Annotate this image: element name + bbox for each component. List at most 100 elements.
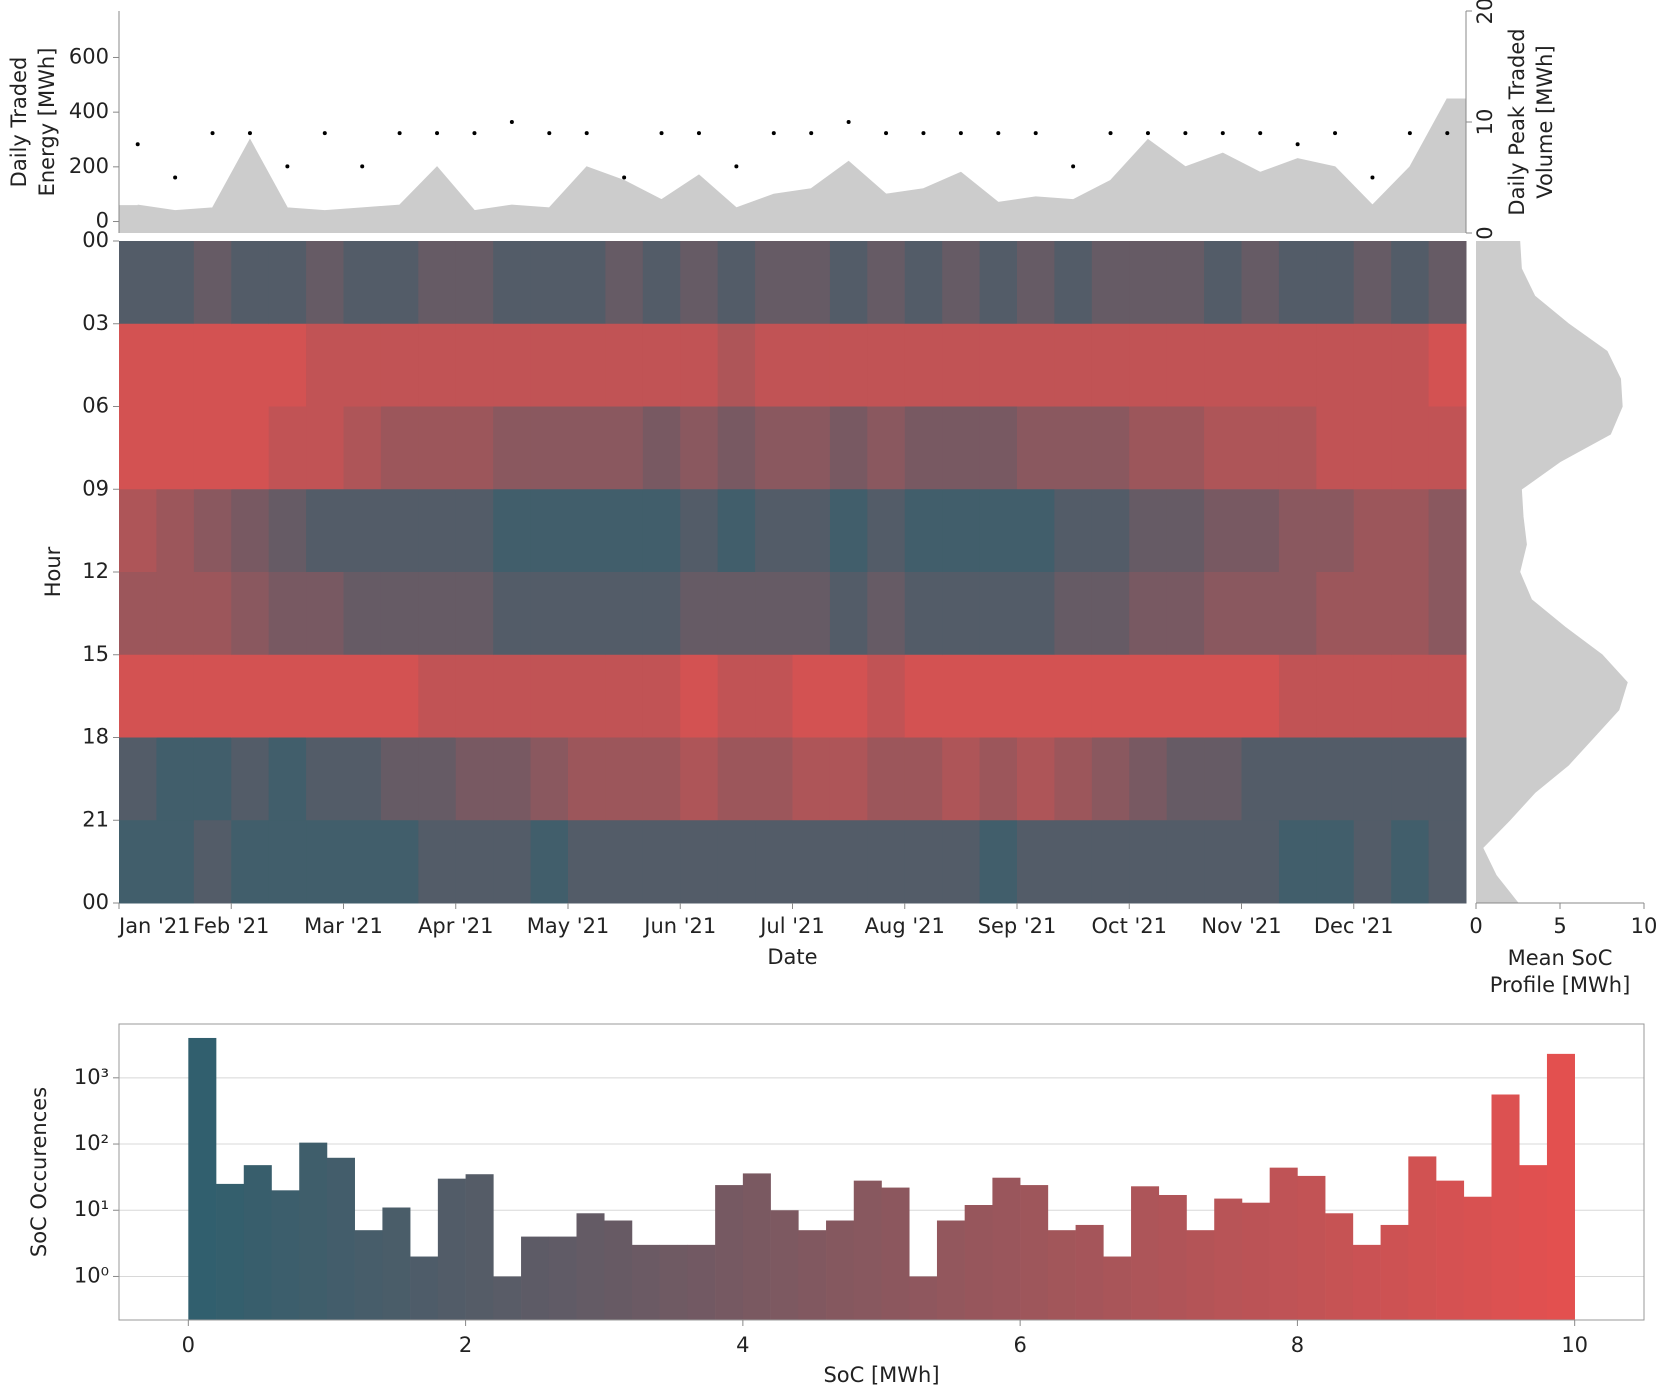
heatmap-cell — [455, 572, 494, 656]
x-tick-label: Sep '21 — [978, 914, 1057, 938]
heatmap-cell — [1316, 323, 1355, 407]
heatmap-cell — [1278, 241, 1317, 325]
histogram-bar — [1186, 1230, 1215, 1320]
histogram-bar — [826, 1220, 855, 1320]
heatmap-cell — [380, 572, 419, 656]
area-fill — [1476, 241, 1628, 903]
x-tick-label: 10 — [1631, 914, 1658, 938]
y-tick-label: 0 — [96, 209, 109, 233]
heatmap-cell — [1353, 323, 1392, 407]
histogram-bar — [1103, 1256, 1132, 1320]
heatmap-cell — [1017, 572, 1055, 656]
heatmap-cell — [1166, 406, 1205, 490]
heatmap-cell — [717, 737, 756, 821]
heatmap-cell — [493, 572, 532, 656]
heatmap-cell — [193, 654, 232, 738]
heatmap-cell — [680, 489, 719, 573]
heatmap-cell — [1091, 737, 1130, 821]
scatter-point — [884, 131, 889, 136]
heatmap-cell — [568, 489, 606, 573]
scatter-point — [285, 164, 290, 169]
heatmap-cell — [942, 572, 981, 656]
heatmap-cell — [1353, 737, 1392, 821]
heatmap-cell — [1017, 323, 1055, 407]
scatter-point — [659, 131, 664, 136]
heatmap-cell — [792, 820, 831, 904]
heatmap-cell — [1054, 820, 1093, 904]
heatmap-cell — [1054, 323, 1093, 407]
heatmap-cell — [642, 489, 681, 573]
heatmap-cell — [306, 241, 344, 325]
heatmap-cell — [455, 489, 494, 573]
heatmap-cell — [904, 323, 943, 407]
heatmap-cell — [1166, 820, 1205, 904]
y-tick-label: 09 — [82, 476, 109, 500]
heatmap-cell — [755, 241, 793, 325]
histogram-bar — [354, 1230, 383, 1320]
histogram-bar — [216, 1183, 245, 1320]
heatmap-cell — [717, 820, 756, 904]
heatmap-cell — [1353, 820, 1392, 904]
heatmap-cell — [530, 406, 569, 490]
heatmap-cell — [642, 737, 681, 821]
heatmap-cell — [717, 572, 756, 656]
histogram-bar — [1297, 1175, 1326, 1320]
y2-axis-title: Daily Peak Traded — [1505, 28, 1529, 215]
scatter-point — [584, 131, 589, 136]
heatmap-cell — [642, 820, 681, 904]
scatter-point — [322, 131, 327, 136]
heatmap-cell — [231, 820, 270, 904]
heatmap-cell — [1017, 406, 1055, 490]
heatmap-cell — [642, 406, 681, 490]
heatmap-cell — [119, 820, 157, 904]
y-tick-label: 10⁰ — [74, 1263, 109, 1287]
heatmap-cell — [1204, 737, 1242, 821]
heatmap-cell — [605, 241, 644, 325]
scatter-point — [1370, 175, 1375, 180]
heatmap-cell — [343, 406, 382, 490]
heatmap-cell — [268, 654, 307, 738]
heatmap-cell — [979, 489, 1018, 573]
heatmap-cell — [829, 241, 868, 325]
y2-tick-label: 20 — [1473, 0, 1497, 24]
histogram-bar — [1214, 1198, 1243, 1320]
heatmap-cell — [979, 241, 1018, 325]
scatter-point — [247, 131, 252, 136]
histogram-bar — [521, 1236, 550, 1320]
heatmap-cell — [268, 572, 307, 656]
x-axis-title: Mean SoC — [1508, 946, 1613, 970]
heatmap-cell — [119, 654, 157, 738]
heatmap-cell — [231, 323, 270, 407]
scatter-point — [809, 131, 814, 136]
heatmap-cell — [680, 654, 719, 738]
heatmap-cell — [605, 737, 644, 821]
heatmap-cell — [1428, 241, 1467, 325]
heatmap-cell — [1017, 820, 1055, 904]
heatmap-cell — [717, 241, 756, 325]
heatmap-cell — [904, 489, 943, 573]
heatmap-cell — [755, 572, 793, 656]
heatmap-cell — [455, 654, 494, 738]
heatmap-cell — [193, 323, 232, 407]
heatmap-cell — [1391, 406, 1430, 490]
heatmap-cell — [1278, 572, 1317, 656]
heatmap-cell — [867, 572, 906, 656]
heatmap-cell — [530, 489, 569, 573]
heatmap-cell — [493, 737, 532, 821]
heatmap-cell — [717, 323, 756, 407]
heatmap-cell — [942, 241, 981, 325]
heatmap-cell — [642, 241, 681, 325]
heatmap-cell — [680, 572, 719, 656]
scatter-point — [622, 175, 627, 180]
scatter-point — [846, 120, 851, 124]
heatmap-cell — [1391, 572, 1430, 656]
histogram-bar — [1546, 1053, 1575, 1320]
y-axis-title: Daily Traded — [7, 57, 31, 188]
heatmap-cell — [418, 406, 457, 490]
heatmap-cell — [1316, 241, 1355, 325]
heatmap-cell — [605, 489, 644, 573]
histogram-bar — [1352, 1244, 1381, 1320]
x-tick-label: 0 — [182, 1333, 195, 1357]
heatmap-cell — [1166, 241, 1205, 325]
heatmap-cell — [1428, 654, 1467, 738]
